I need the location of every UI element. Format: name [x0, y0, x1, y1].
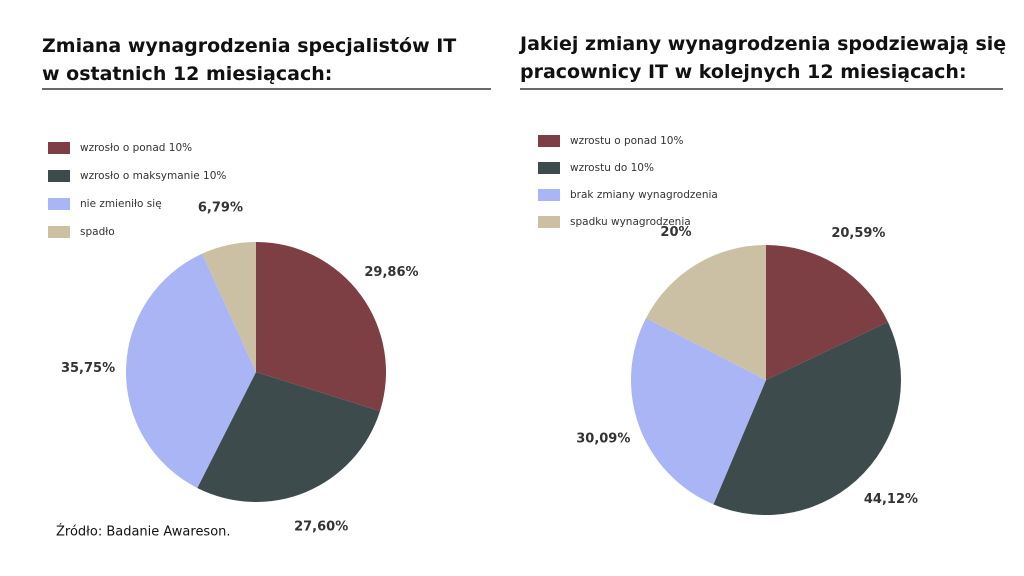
- legend-label: wzrostu o ponad 10%: [570, 135, 683, 147]
- pie-slice: [125, 253, 256, 488]
- legend-label: spadku wynagrodzenia: [570, 216, 691, 228]
- pie-slice: [202, 242, 256, 372]
- legend-swatch: [48, 198, 70, 210]
- data-label: 6,79%: [198, 200, 243, 215]
- pie-slice: [630, 318, 766, 505]
- legend-swatch: [538, 189, 560, 201]
- legend-swatch: [48, 170, 70, 182]
- data-label: 35,75%: [61, 361, 115, 376]
- legend-label: wzrostu do 10%: [570, 162, 654, 174]
- data-label: 27,60%: [294, 519, 348, 534]
- legend-swatch: [538, 135, 560, 147]
- pie-slice: [766, 245, 888, 380]
- legend-label: spadło: [80, 226, 115, 238]
- data-label: 20%: [660, 225, 691, 240]
- data-label: 29,86%: [364, 265, 418, 280]
- chart-title: Jakiej zmiany wynagrodzenia spodziewają …: [518, 33, 1006, 55]
- data-label: 30,09%: [576, 431, 630, 446]
- legend-swatch: [538, 162, 560, 174]
- pie-slice: [197, 372, 380, 502]
- legend-swatch: [48, 226, 70, 238]
- pie-slice: [646, 245, 766, 380]
- legend-label: wzrosło o maksymanie 10%: [80, 170, 226, 182]
- legend-label: wzrosło o ponad 10%: [80, 142, 192, 154]
- chart-title: pracownicy IT w kolejnych 12 miesiącach:: [520, 61, 967, 83]
- data-label: 44,12%: [864, 492, 918, 507]
- chart-title: Zmiana wynagrodzenia specjalistów IT: [42, 35, 456, 57]
- pie-slice: [713, 322, 901, 515]
- pie-slice: [256, 242, 386, 412]
- chart-title: w ostatnich 12 miesiącach:: [42, 63, 332, 85]
- source-note: Źródło: Badanie Awareson.: [56, 524, 231, 540]
- legend-label: nie zmieniło się: [80, 198, 162, 210]
- legend-label: brak zmiany wynagrodzenia: [570, 189, 718, 201]
- data-label: 20,59%: [831, 226, 885, 241]
- legend-swatch: [48, 142, 70, 154]
- legend-swatch: [538, 216, 560, 228]
